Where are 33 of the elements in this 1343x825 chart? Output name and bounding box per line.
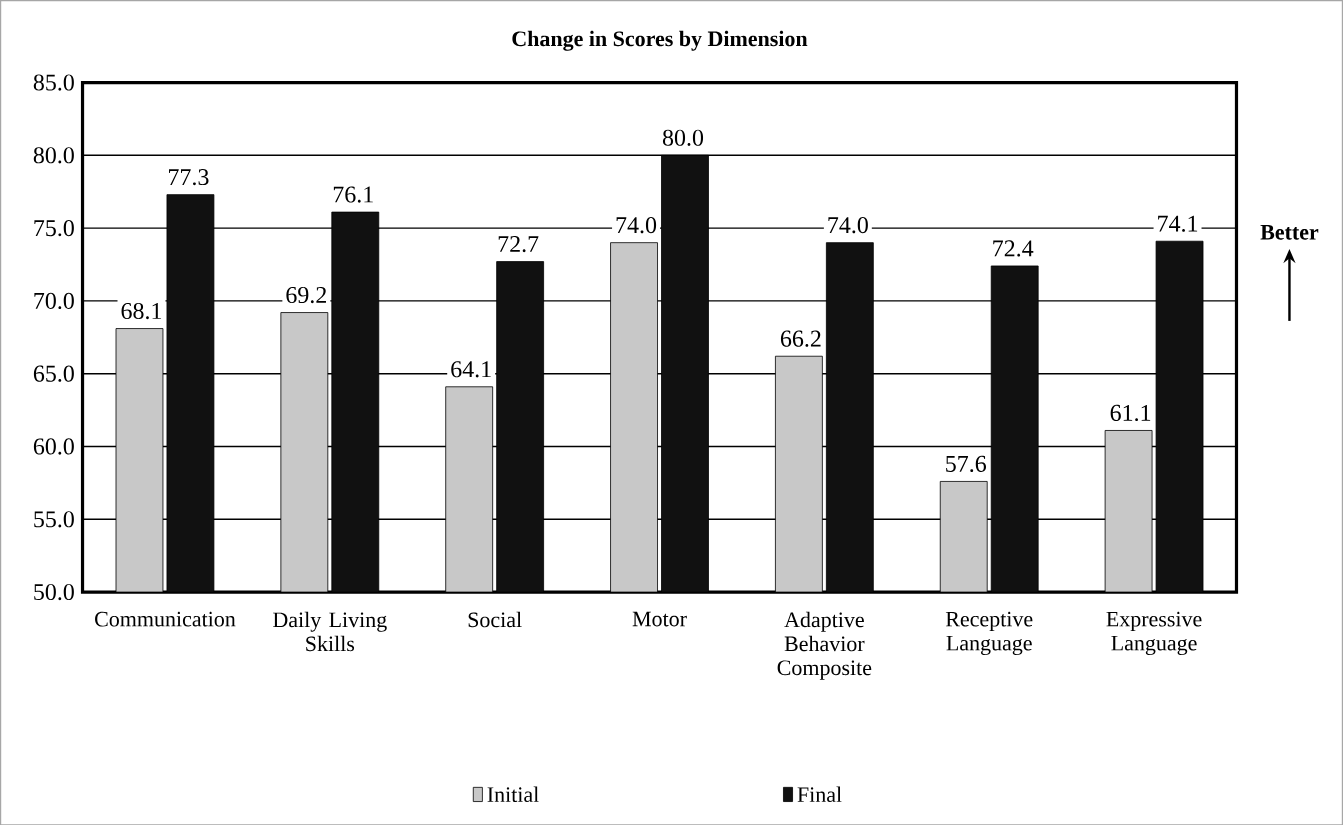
y-tick-label: 50.0 — [34, 583, 74, 600]
y-tick-label: 55.0 — [34, 510, 74, 528]
data-label: 72.7 — [498, 235, 539, 252]
data-label: 74.1 — [1158, 215, 1198, 232]
y-tick-label: 85.0 — [33, 74, 74, 91]
data-label: 61.1 — [1110, 404, 1151, 421]
data-label: 66.2 — [780, 330, 821, 347]
text: Better — [1260, 224, 1319, 240]
x-tick-label: Communication — [95, 611, 236, 627]
y-tick-label: 70.0 — [34, 292, 74, 309]
data-label: 77.3 — [169, 168, 209, 186]
data-label: 64.1 — [451, 360, 491, 378]
data-label: 74.0 — [616, 216, 657, 234]
x-tick-label: Expressive Language — [1106, 611, 1202, 655]
x-tick-label: Adaptive Behavior Composite — [777, 611, 872, 680]
x-tick-label: Social — [468, 611, 522, 628]
y-tick-label: 60.0 — [33, 438, 74, 455]
y-tick-label: 75.0 — [34, 219, 74, 237]
data-label: 68.1 — [121, 302, 162, 319]
data-label: 74.0 — [828, 216, 868, 234]
x-tick-label: Daily Living Skills — [273, 611, 387, 652]
y-tick-label: 80.0 — [33, 146, 74, 164]
data-label: 76.1 — [333, 186, 373, 203]
data-label: 57.6 — [946, 455, 987, 472]
chart-title: Change in Scores by Dimension — [512, 30, 808, 51]
x-tick-label: Receptive Language — [945, 611, 1033, 655]
legend-label: Final — [797, 786, 842, 802]
data-label: 72.4 — [993, 240, 1034, 257]
y-tick-label: 65.0 — [33, 365, 74, 382]
legend-label: Initial — [487, 786, 539, 802]
x-tick-label: Motor — [632, 611, 687, 627]
data-label: 69.2 — [286, 286, 326, 303]
data-label: 80.0 — [662, 129, 704, 146]
